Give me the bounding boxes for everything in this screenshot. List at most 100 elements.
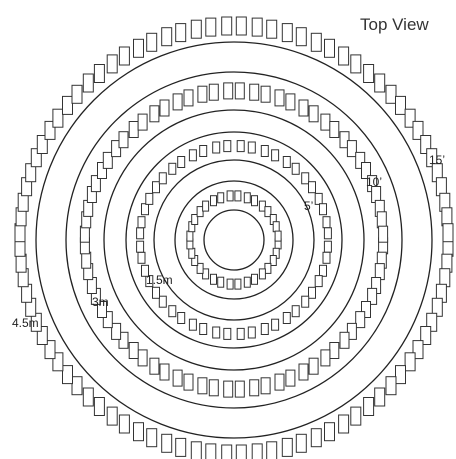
chair-5ft xyxy=(136,227,145,240)
chair-10ft xyxy=(149,105,160,123)
chair-inner xyxy=(226,278,234,290)
chair-inner xyxy=(258,268,266,280)
chair-5ft xyxy=(137,216,146,229)
chair-15ft xyxy=(431,297,443,317)
chair-15ft xyxy=(310,32,322,52)
label-5ft: 5’ xyxy=(304,199,313,213)
chair-15ft xyxy=(281,23,293,43)
chair-15ft xyxy=(281,437,293,457)
chair-15ft xyxy=(118,46,130,66)
chair-15ft xyxy=(44,120,56,140)
chair-5ft xyxy=(319,203,327,216)
chair-15ft xyxy=(205,17,217,37)
chairs-group xyxy=(14,16,454,459)
chair-5ft xyxy=(177,312,186,324)
chair-15ft xyxy=(310,428,322,448)
chair-10ft xyxy=(361,301,371,318)
chair-10ft xyxy=(79,225,90,243)
chair-15ft xyxy=(420,326,432,345)
chair-5ft xyxy=(212,141,221,154)
chair-10ft xyxy=(137,113,148,131)
chair-15ft xyxy=(324,422,335,442)
chair-10ft xyxy=(172,93,183,111)
chair-10ft xyxy=(118,131,129,149)
chair-5ft xyxy=(158,295,167,308)
chair-15ft xyxy=(118,414,130,434)
chair-5ft xyxy=(236,327,245,340)
chair-inner xyxy=(272,221,280,233)
chair-10ft xyxy=(376,211,387,229)
chair-5ft xyxy=(177,156,186,168)
chair-15ft xyxy=(221,444,233,459)
chair-15ft xyxy=(385,84,397,104)
chair-5ft xyxy=(168,162,177,175)
chair-10ft xyxy=(183,89,194,107)
chair-15ft xyxy=(44,340,56,360)
chair-10ft xyxy=(90,175,101,193)
chair-5ft xyxy=(314,192,323,205)
chair-inner xyxy=(234,190,242,202)
chair-10ft xyxy=(197,85,208,103)
ring-5ft-outer xyxy=(153,159,315,321)
chair-10ft xyxy=(102,151,113,169)
chair-inner xyxy=(202,200,210,212)
chair-15ft xyxy=(190,19,202,39)
ring-10ft-inner xyxy=(125,131,343,349)
chair-10ft xyxy=(298,363,309,381)
chair-10ft xyxy=(197,377,208,395)
chair-15ft xyxy=(426,148,438,168)
chair-5ft xyxy=(308,286,316,299)
chair-5ft xyxy=(223,140,232,153)
chair-10ft xyxy=(149,357,160,375)
chair-5ft xyxy=(314,275,323,288)
chair-15ft xyxy=(374,73,386,93)
label-3m: 3m xyxy=(92,295,109,309)
chair-10ft xyxy=(249,379,260,397)
chair-5ft xyxy=(291,162,300,175)
ring-15ft-outer xyxy=(35,41,433,439)
chair-5ft xyxy=(301,295,310,308)
chair-inner xyxy=(274,230,282,242)
chair-15ft xyxy=(25,163,37,183)
chair-15ft xyxy=(441,207,453,227)
chair-10ft xyxy=(320,349,331,367)
chair-5ft xyxy=(323,240,332,253)
chair-5ft xyxy=(145,275,154,288)
chair-10ft xyxy=(223,380,234,398)
chair-15ft xyxy=(266,19,278,39)
chair-15ft xyxy=(15,253,27,273)
chair-10ft xyxy=(367,287,378,305)
chair-15ft xyxy=(374,387,386,407)
chair-inner xyxy=(188,247,196,259)
chair-15ft xyxy=(251,17,263,37)
chair-10ft xyxy=(285,369,296,387)
chair-5ft xyxy=(152,286,160,299)
chair-5ft xyxy=(141,203,149,216)
chair-5ft xyxy=(188,318,197,331)
ring-5ft-inner xyxy=(174,180,294,300)
chair-15ft xyxy=(71,84,83,104)
chair-15ft xyxy=(363,64,375,83)
chair-inner xyxy=(217,192,225,204)
chair-inner xyxy=(251,195,258,207)
chair-15ft xyxy=(235,16,247,36)
chair-15ft xyxy=(30,312,42,332)
chair-10ft xyxy=(208,83,219,101)
chair-inner xyxy=(196,262,204,274)
chair-10ft xyxy=(249,83,260,101)
chair-15ft xyxy=(146,428,158,448)
chair-inner xyxy=(269,255,277,266)
chair-15ft xyxy=(266,441,278,459)
chair-10ft xyxy=(128,121,139,138)
chair-15ft xyxy=(62,365,73,385)
chair-10ft xyxy=(329,342,340,359)
ring-10ft-outer xyxy=(103,109,365,371)
chair-15ft xyxy=(52,108,64,128)
chair-15ft xyxy=(404,108,416,128)
label-15ft: 15’ xyxy=(429,153,445,167)
chair-10ft xyxy=(320,113,331,131)
chair-15ft xyxy=(350,406,362,426)
chair-15ft xyxy=(82,73,94,93)
chair-5ft xyxy=(319,264,327,277)
